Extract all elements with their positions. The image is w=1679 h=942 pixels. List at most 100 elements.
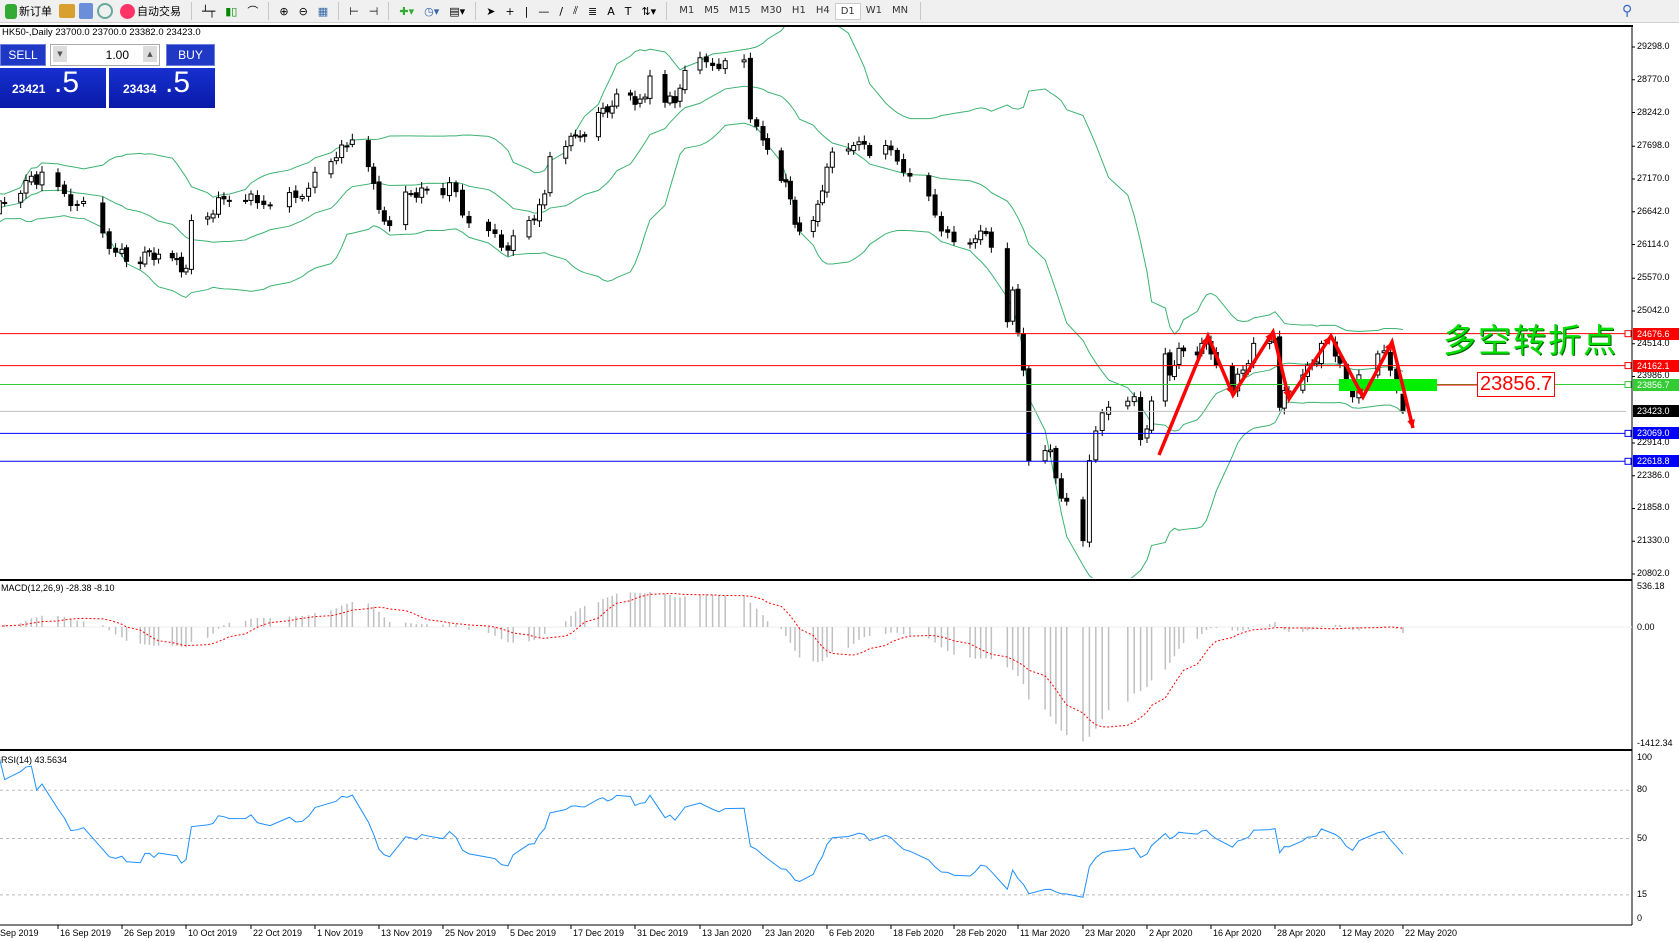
date-label: 2 Apr 2020 xyxy=(1149,928,1193,938)
price-axis-label: 27698.0 xyxy=(1637,140,1670,151)
bullish-candle xyxy=(537,204,542,222)
date-label: 16 Sep 2019 xyxy=(60,928,112,938)
date-label: 25 Nov 2019 xyxy=(445,928,497,938)
bullish-candle xyxy=(1125,400,1131,407)
bullish-candle xyxy=(722,60,728,70)
zoom-in-icon[interactable]: ⊕ xyxy=(279,4,289,18)
bearish-candle xyxy=(1020,333,1026,371)
market-watch-icon[interactable] xyxy=(79,3,93,19)
horizontal-line-icon[interactable]: — xyxy=(538,4,550,18)
bullish-candle xyxy=(1099,412,1105,431)
period-d1[interactable]: D1 xyxy=(834,2,861,20)
bearish-candle xyxy=(387,220,393,227)
bullish-candle xyxy=(829,151,835,168)
bullish-candle xyxy=(815,203,821,222)
line-chart-icon[interactable]: ⌒ xyxy=(247,5,259,18)
period-w1[interactable]: W1 xyxy=(865,4,883,16)
macd-axis-label: -1412.34 xyxy=(1637,738,1673,748)
bearish-candle xyxy=(531,218,537,221)
indicators-icon[interactable]: ✚▾ xyxy=(399,4,415,18)
text-icon[interactable]: A xyxy=(607,4,615,18)
bullish-candle xyxy=(74,203,80,206)
bearish-candle xyxy=(983,231,989,235)
bearish-candle xyxy=(1080,499,1086,542)
rsi-label: RSI(14) 43.5634 xyxy=(1,755,68,765)
chart-shift-icon[interactable]: ⊣ xyxy=(368,4,379,18)
bearish-candle xyxy=(261,200,267,205)
annotation-price-label[interactable]: 23856.7 xyxy=(1477,372,1556,397)
lot-increase-button[interactable]: ▲ xyxy=(143,46,157,62)
arrows-icon[interactable]: ⇅▾ xyxy=(641,4,657,18)
bearish-candle xyxy=(605,106,611,113)
period-m1[interactable]: M1 xyxy=(679,4,695,16)
date-label: 10 Oct 2019 xyxy=(188,928,238,938)
lot-decrease-button[interactable]: ▼ xyxy=(53,46,67,62)
search-icon[interactable]: ⚲ xyxy=(1622,3,1633,19)
bearish-candle xyxy=(710,62,716,66)
bearish-candle xyxy=(945,229,951,233)
bearish-candle xyxy=(582,134,588,137)
periods-icon[interactable]: ◷▾ xyxy=(424,4,440,18)
bullish-candle xyxy=(299,195,305,200)
bullish-candle xyxy=(810,220,816,232)
templates-icon[interactable]: ▤▾ xyxy=(449,4,466,18)
period-m30[interactable]: M30 xyxy=(760,4,782,16)
period-h4[interactable]: H4 xyxy=(815,4,830,16)
bearish-candle xyxy=(486,221,491,232)
bar-chart-icon[interactable]: ┴┬ xyxy=(202,4,216,18)
bearish-candle xyxy=(440,188,446,196)
zoom-out-icon[interactable]: ⊖ xyxy=(298,4,308,18)
sell-button[interactable]: SELL xyxy=(0,44,46,66)
chart-window[interactable] xyxy=(0,25,1633,925)
level-handle xyxy=(1624,381,1632,389)
fibonacci-icon[interactable]: ≣ xyxy=(587,4,598,18)
bullish-candle xyxy=(23,180,29,194)
crosshair-icon[interactable]: + xyxy=(505,4,515,18)
auto-scroll-icon[interactable]: ⊢ xyxy=(349,4,359,18)
bullish-candle xyxy=(609,105,615,114)
annotation-text[interactable]: 多空转折点 xyxy=(1443,321,1618,360)
bullish-candle xyxy=(81,200,87,204)
text-label-icon[interactable]: T xyxy=(624,4,632,18)
bullish-candle xyxy=(824,166,830,193)
tile-windows-icon[interactable]: ▦ xyxy=(317,4,329,18)
bollinger-lower-band xyxy=(0,122,1404,578)
bullish-candle xyxy=(600,107,606,114)
period-m5[interactable]: M5 xyxy=(704,4,720,16)
signals-icon[interactable] xyxy=(97,3,113,19)
bearish-candle xyxy=(765,138,771,150)
period-h1[interactable]: H1 xyxy=(791,4,806,16)
new-order-button[interactable]: 新订单 xyxy=(2,1,55,21)
candlestick-icon[interactable]: ▮▯ xyxy=(225,4,238,18)
equidistant-channel-icon[interactable]: ⫽ xyxy=(573,4,578,17)
bearish-candle xyxy=(106,231,112,249)
level-handle xyxy=(1624,457,1632,465)
period-mn[interactable]: MN xyxy=(892,4,909,16)
separator xyxy=(268,2,270,20)
buy-price[interactable]: 23434.5 xyxy=(109,66,215,108)
bearish-candle xyxy=(34,174,40,185)
bullish-candle xyxy=(819,190,825,204)
date-label: Sep 2019 xyxy=(0,928,39,938)
level-price-tag: 23856.7 xyxy=(1633,378,1679,391)
lot-size-input[interactable]: 1.00 xyxy=(50,44,160,66)
bullish-candle xyxy=(542,193,548,206)
rsi-axis-label: 50 xyxy=(1637,832,1648,843)
rsi-axis-label: 100 xyxy=(1637,752,1653,762)
bearish-candle xyxy=(169,252,175,259)
bearish-candle xyxy=(499,234,504,248)
period-m15[interactable]: M15 xyxy=(729,4,751,16)
bearish-candle xyxy=(178,256,184,273)
trendline-icon[interactable]: / xyxy=(559,4,564,18)
sell-price[interactable]: 23421.5 xyxy=(0,66,106,108)
date-label: 12 May 2020 xyxy=(1342,928,1395,938)
navigator-icon[interactable] xyxy=(59,4,75,18)
vertical-line-icon[interactable]: | xyxy=(524,4,529,18)
bearish-candle xyxy=(1058,478,1064,499)
auto-trading-button[interactable]: 自动交易 xyxy=(117,1,184,21)
one-click-trading-panel: SELL 1.00 ▼ ▲ BUY 23421.5 23434.5 xyxy=(0,44,215,108)
bearish-candle xyxy=(894,149,900,162)
buy-button[interactable]: BUY xyxy=(166,44,215,66)
cursor-icon[interactable]: ➤ xyxy=(486,4,496,18)
